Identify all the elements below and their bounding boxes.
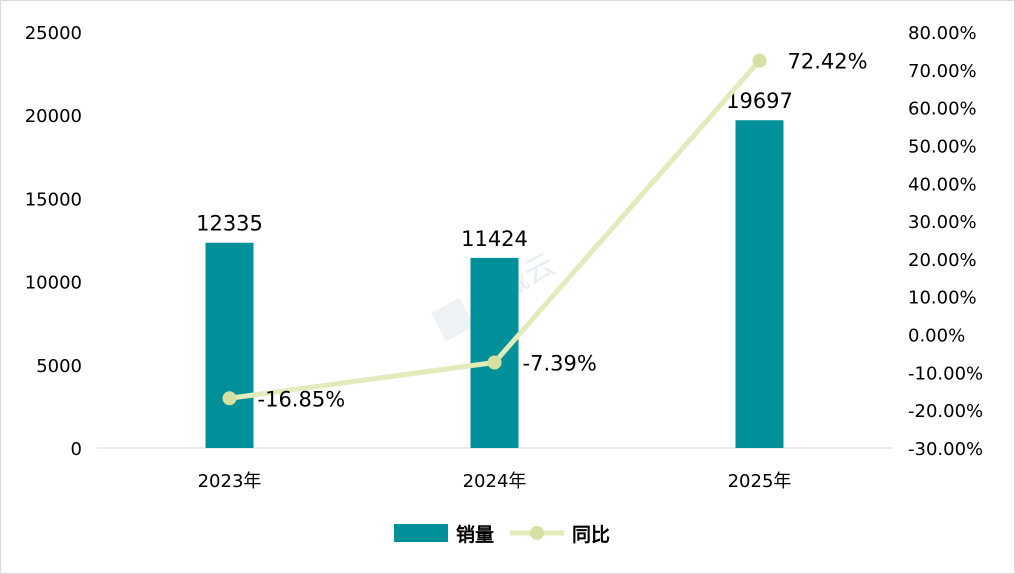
legend-bar-swatch (394, 524, 448, 542)
line-point (752, 53, 767, 68)
left-tick-label: 5000 (36, 356, 82, 377)
right-tick-label: 60.00% (908, 99, 977, 120)
bar (470, 257, 519, 448)
line-series: -16.85% -7.39% 72.42% (222, 50, 868, 411)
line-point (222, 391, 237, 406)
category-labels: 2023年 2024年 2025年 (198, 471, 792, 492)
bar (735, 120, 784, 449)
bar-series: 12335 11424 19697 (196, 89, 793, 449)
bar-value-label: 12335 (196, 212, 263, 236)
right-tick-label: 70.00% (908, 61, 977, 82)
right-tick-label: 20.00% (908, 250, 977, 271)
bar-value-label: 19697 (726, 89, 793, 113)
right-axis-ticks: -30.00% -20.00% -10.00% 0.00% 10.00% 20.00% 30… (908, 23, 983, 460)
category-label: 2025年 (728, 471, 792, 492)
right-tick-label: 80.00% (908, 23, 977, 44)
right-tick-label: 30.00% (908, 212, 977, 233)
category-label: 2023年 (198, 471, 262, 492)
line-value-label: -16.85% (258, 387, 346, 411)
right-tick-label: -30.00% (908, 439, 983, 460)
left-tick-label: 10000 (25, 273, 82, 294)
right-tick-label: -10.00% (908, 363, 983, 384)
right-tick-label: 10.00% (908, 288, 977, 309)
bar (205, 242, 254, 448)
line-value-label: -7.39% (523, 351, 597, 375)
bar-value-label: 11424 (461, 227, 528, 251)
line-value-label: 72.42% (788, 50, 868, 74)
legend: 销量 同比 (394, 523, 610, 546)
legend-bar-label: 销量 (456, 523, 494, 546)
legend-line-label: 同比 (572, 524, 610, 546)
left-tick-label: 0 (71, 439, 82, 460)
left-tick-label: 15000 (25, 189, 82, 210)
right-tick-label: 50.00% (908, 136, 977, 157)
right-tick-label: 0.00% (908, 326, 965, 347)
legend-line-marker (530, 526, 544, 540)
category-label: 2024年 (463, 471, 527, 492)
left-axis-ticks: 0 5000 10000 15000 20000 25000 (25, 23, 82, 460)
left-tick-label: 25000 (25, 23, 82, 44)
left-tick-label: 20000 (25, 106, 82, 127)
right-tick-label: 40.00% (908, 174, 977, 195)
line-point (487, 355, 502, 370)
right-tick-label: -20.00% (908, 401, 983, 422)
